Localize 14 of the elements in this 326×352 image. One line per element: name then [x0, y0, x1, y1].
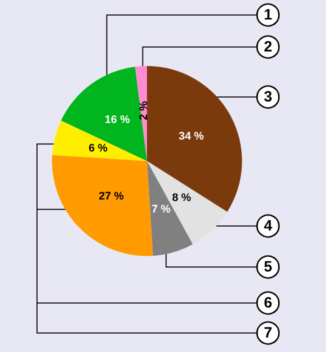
slice-label: 1: [264, 6, 272, 24]
data-label: 7 %: [152, 203, 171, 216]
data-label: 2 %: [138, 100, 150, 120]
data-label: 6 %: [88, 142, 108, 154]
slice-label: 6: [264, 294, 272, 312]
slice-label: 2: [264, 38, 272, 56]
slice-label: 7: [264, 324, 272, 342]
slice-label: 5: [264, 258, 272, 276]
slice-label: 3: [264, 88, 272, 106]
data-label: 8 %: [172, 192, 192, 204]
data-label: 34 %: [178, 130, 204, 143]
data-label: 27 %: [98, 190, 124, 203]
slice-label: 4: [264, 218, 273, 234]
data-label: 16 %: [104, 114, 130, 126]
